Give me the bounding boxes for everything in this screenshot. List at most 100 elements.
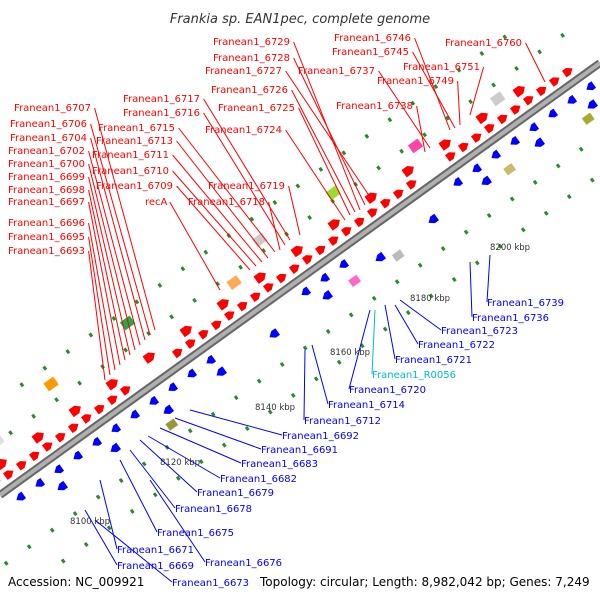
forward-gene-arrow [93,404,105,415]
forward-gene-arrow [0,479,1,490]
feature-box [391,249,405,262]
scale-marks: 8100 kbp 8120 kbp 8140 kbp 8160 kbp 8180 kbp… [70,243,530,527]
track-dot [3,560,9,566]
label-leader-line [469,261,473,318]
forward-gene-arrow [106,395,118,405]
forward-gene-arrow [31,432,44,444]
reverse-gene-arrow [481,175,492,185]
gene-label-top: Franean1_6707 [14,103,91,114]
forward-gene-arrow [444,152,456,162]
label-leader-line [394,304,419,345]
feature-box [490,91,506,107]
gene-label-bottom: Franean1_6678 [175,504,252,515]
track-dot [364,133,370,139]
forward-gene-arrow [327,236,339,246]
track-dot [566,194,572,200]
forward-gene-arrow [401,165,414,178]
forward-gene-arrow [483,124,495,134]
label-leader-line [178,127,276,253]
gene-label-bottom: Franean1_6673 [172,578,249,589]
forward-gene-arrow [512,86,525,98]
track-dot [422,132,427,138]
gene-label-bottom: Franean1_6721 [395,355,472,366]
feature-box [0,433,5,449]
track-dot [486,213,492,219]
forward-gene-arrow [301,255,313,265]
genome-backbone [0,59,600,499]
forward-gene-arrow [68,405,81,418]
accession-text: Accession: NC_009921 [8,575,144,589]
track-dot [60,558,66,564]
track-dot [123,347,128,353]
feature-box [165,418,179,431]
label-leader-line [88,189,126,361]
reverse-gene-arrow [54,464,65,474]
label-leader-line [88,236,111,376]
gene-label-bottom: Franean1_6723 [441,326,518,337]
track-dot [134,299,140,305]
forward-gene-arrow [54,433,66,443]
track-dot [514,65,519,71]
track-dot [387,117,393,123]
scale-mark-label: 8140 kbp [255,403,295,413]
feature-box [407,138,424,154]
gene-label-bottom: Franean1_6671 [117,545,194,556]
label-leader-line [172,154,263,263]
track-dot [468,99,473,105]
label-leader-line [298,107,351,216]
label-leader-line [203,112,286,246]
label-leader-line [486,254,491,303]
label-leader-line [285,129,346,221]
track-dot [371,295,377,301]
label-leader-line [348,309,371,390]
forward-gene-arrow [327,219,340,231]
track-dot [440,246,446,252]
gene-label-top: Franean1_6724 [205,125,282,136]
track-dot [497,243,503,249]
label-leader-line [293,57,366,206]
reverse-gene-arrow [92,436,103,446]
reverse-gene-arrow [16,491,27,501]
track-dot [54,397,59,403]
feature-box [252,232,268,248]
track-dot [520,227,526,233]
gene-label-bottom: Franean1_6691 [261,445,338,456]
reverse-gene-arrow [491,149,502,159]
gene-label-top: Franean1_6726 [211,85,288,96]
label-leader-line [384,304,396,360]
label-leader-line [176,140,269,259]
feature-box [325,185,341,201]
reverse-gene-arrow [322,290,333,300]
gene-label-top: Franean1_6700 [8,159,85,170]
track-dot [560,32,565,38]
forward-gene-arrow [366,208,378,218]
track-dot [261,248,266,254]
track-dot [578,146,584,152]
gene-label-bottom: Franean1_6683 [241,459,318,470]
track-dot [267,409,273,415]
track-dot [295,183,301,189]
gene-label-top: Franean1_6716 [123,108,200,119]
reverse-gene-arrow [320,272,331,282]
gene-tracks [0,67,598,501]
reverse-gene-arrow [168,382,179,392]
label-leader-line [525,42,546,83]
reverse-gene-arrow [149,395,160,405]
reverse-gene-arrow [216,366,227,376]
forward-gene-arrow [210,320,222,331]
track-dot [543,210,549,216]
gene-label-top: Franean1_6695 [8,232,85,243]
track-dot [221,442,227,448]
track-dot [313,376,319,382]
track-dot [129,508,135,514]
label-leader-line [84,509,118,566]
reverse-gene-arrow [587,99,598,109]
reverse-gene-arrow [586,81,597,91]
forward-gene-arrow [262,283,274,293]
forward-gene-arrow [548,77,560,87]
track-dot [509,196,515,202]
track-dot [394,279,400,285]
reverse-gene-arrow [510,135,521,145]
forward-gene-arrow [236,301,248,312]
label-leader-line [291,89,356,213]
